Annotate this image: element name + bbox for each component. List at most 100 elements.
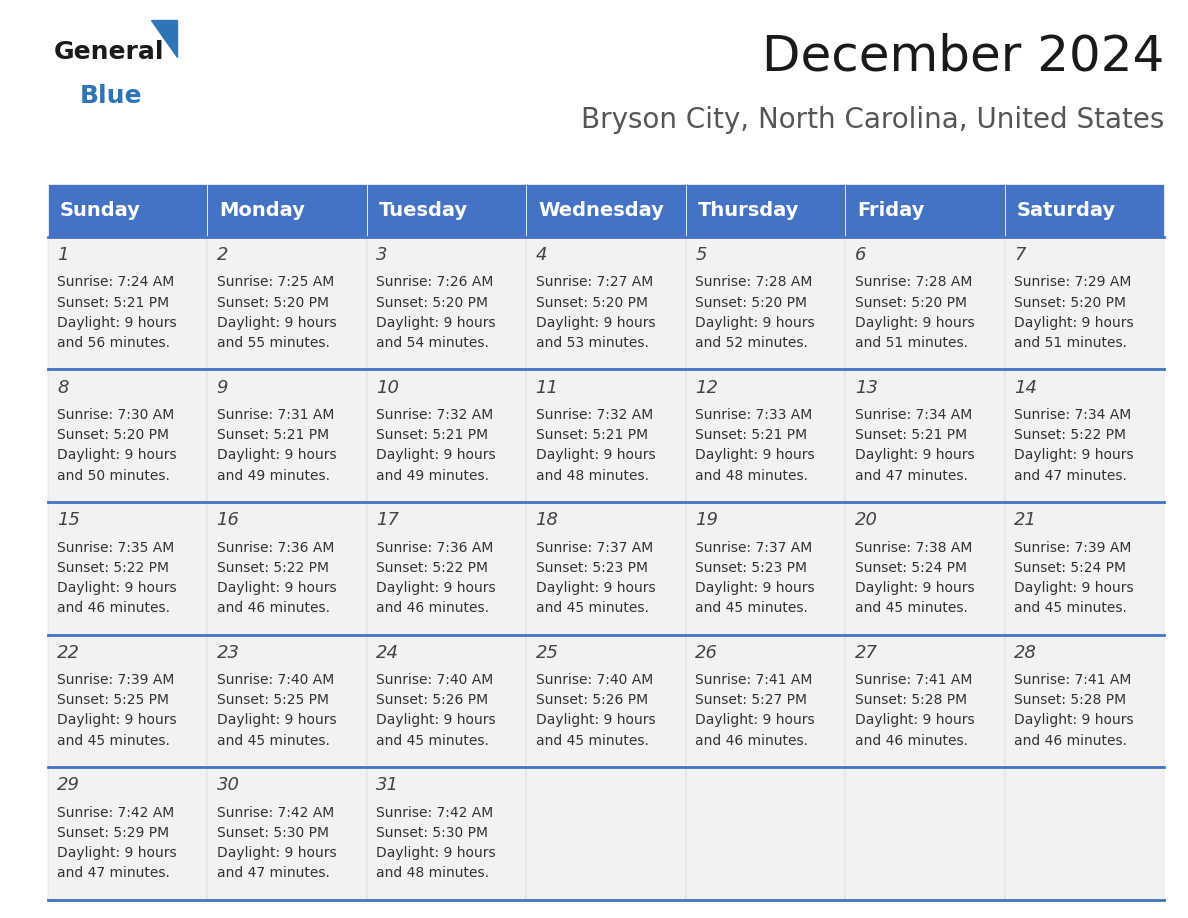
Text: and 46 minutes.: and 46 minutes. (57, 601, 170, 615)
Text: Sunset: 5:25 PM: Sunset: 5:25 PM (57, 693, 169, 707)
Text: and 54 minutes.: and 54 minutes. (377, 336, 489, 350)
Text: Sunset: 5:24 PM: Sunset: 5:24 PM (1015, 561, 1126, 575)
Text: and 46 minutes.: and 46 minutes. (377, 601, 489, 615)
Text: Daylight: 9 hours: Daylight: 9 hours (57, 713, 177, 727)
Text: 24: 24 (377, 644, 399, 662)
Text: Sunrise: 7:37 AM: Sunrise: 7:37 AM (695, 541, 813, 554)
Text: Daylight: 9 hours: Daylight: 9 hours (377, 581, 495, 595)
Text: Daylight: 9 hours: Daylight: 9 hours (377, 713, 495, 727)
Text: 16: 16 (216, 511, 240, 529)
Text: Sunrise: 7:28 AM: Sunrise: 7:28 AM (695, 275, 813, 289)
FancyBboxPatch shape (207, 184, 367, 237)
Text: Sunrise: 7:32 AM: Sunrise: 7:32 AM (536, 408, 653, 422)
Text: Sunrise: 7:34 AM: Sunrise: 7:34 AM (854, 408, 972, 422)
FancyBboxPatch shape (845, 184, 1005, 237)
Text: Sunrise: 7:28 AM: Sunrise: 7:28 AM (854, 275, 972, 289)
FancyBboxPatch shape (367, 237, 526, 369)
Text: Daylight: 9 hours: Daylight: 9 hours (536, 713, 656, 727)
FancyBboxPatch shape (1005, 634, 1164, 767)
FancyBboxPatch shape (1005, 767, 1164, 900)
Text: and 49 minutes.: and 49 minutes. (377, 468, 489, 483)
Text: Sunset: 5:24 PM: Sunset: 5:24 PM (854, 561, 967, 575)
Text: and 51 minutes.: and 51 minutes. (854, 336, 968, 350)
Text: Sunset: 5:20 PM: Sunset: 5:20 PM (1015, 296, 1126, 309)
Text: Daylight: 9 hours: Daylight: 9 hours (1015, 448, 1133, 463)
Text: 31: 31 (377, 777, 399, 794)
Text: Monday: Monday (219, 201, 305, 219)
Text: and 45 minutes.: and 45 minutes. (536, 601, 649, 615)
Text: Thursday: Thursday (697, 201, 798, 219)
Text: and 55 minutes.: and 55 minutes. (216, 336, 329, 350)
Text: and 45 minutes.: and 45 minutes. (536, 733, 649, 747)
Text: Sunrise: 7:24 AM: Sunrise: 7:24 AM (57, 275, 175, 289)
Text: Sunset: 5:20 PM: Sunset: 5:20 PM (536, 296, 647, 309)
Text: Daylight: 9 hours: Daylight: 9 hours (695, 581, 815, 595)
Text: 13: 13 (854, 378, 878, 397)
FancyBboxPatch shape (845, 369, 1005, 502)
Text: Sunset: 5:22 PM: Sunset: 5:22 PM (377, 561, 488, 575)
Text: Sunrise: 7:25 AM: Sunrise: 7:25 AM (216, 275, 334, 289)
Text: 19: 19 (695, 511, 719, 529)
Polygon shape (151, 20, 177, 57)
FancyBboxPatch shape (685, 634, 845, 767)
Text: Daylight: 9 hours: Daylight: 9 hours (536, 448, 656, 463)
Text: and 47 minutes.: and 47 minutes. (57, 867, 170, 880)
Text: 12: 12 (695, 378, 719, 397)
Text: 9: 9 (216, 378, 228, 397)
FancyBboxPatch shape (845, 502, 1005, 634)
Text: 26: 26 (695, 644, 719, 662)
Text: Sunrise: 7:41 AM: Sunrise: 7:41 AM (1015, 673, 1132, 687)
Text: December 2024: December 2024 (762, 32, 1164, 80)
Text: 14: 14 (1015, 378, 1037, 397)
Text: and 48 minutes.: and 48 minutes. (536, 468, 649, 483)
FancyBboxPatch shape (526, 237, 685, 369)
Text: Saturday: Saturday (1017, 201, 1116, 219)
Text: and 45 minutes.: and 45 minutes. (1015, 601, 1127, 615)
Text: Daylight: 9 hours: Daylight: 9 hours (854, 581, 974, 595)
FancyBboxPatch shape (685, 184, 845, 237)
Text: 15: 15 (57, 511, 80, 529)
FancyBboxPatch shape (367, 767, 526, 900)
FancyBboxPatch shape (526, 767, 685, 900)
Text: 3: 3 (377, 246, 387, 264)
Text: Sunset: 5:21 PM: Sunset: 5:21 PM (536, 428, 647, 442)
Text: Daylight: 9 hours: Daylight: 9 hours (695, 448, 815, 463)
Text: Sunset: 5:20 PM: Sunset: 5:20 PM (377, 296, 488, 309)
Text: and 48 minutes.: and 48 minutes. (377, 867, 489, 880)
Text: Sunrise: 7:38 AM: Sunrise: 7:38 AM (854, 541, 972, 554)
Text: Sunrise: 7:41 AM: Sunrise: 7:41 AM (854, 673, 972, 687)
Text: 22: 22 (57, 644, 80, 662)
Text: and 52 minutes.: and 52 minutes. (695, 336, 808, 350)
Text: and 45 minutes.: and 45 minutes. (695, 601, 808, 615)
Text: Daylight: 9 hours: Daylight: 9 hours (216, 448, 336, 463)
Text: Sunrise: 7:40 AM: Sunrise: 7:40 AM (536, 673, 653, 687)
Text: Sunset: 5:27 PM: Sunset: 5:27 PM (695, 693, 807, 707)
FancyBboxPatch shape (207, 634, 367, 767)
Text: Daylight: 9 hours: Daylight: 9 hours (854, 713, 974, 727)
Text: Tuesday: Tuesday (379, 201, 468, 219)
Text: Sunrise: 7:30 AM: Sunrise: 7:30 AM (57, 408, 175, 422)
Text: 1: 1 (57, 246, 69, 264)
Text: Daylight: 9 hours: Daylight: 9 hours (216, 581, 336, 595)
Text: Sunrise: 7:40 AM: Sunrise: 7:40 AM (377, 673, 493, 687)
Text: Sunset: 5:20 PM: Sunset: 5:20 PM (854, 296, 967, 309)
FancyBboxPatch shape (48, 369, 207, 502)
Text: Daylight: 9 hours: Daylight: 9 hours (854, 316, 974, 330)
Text: Sunrise: 7:37 AM: Sunrise: 7:37 AM (536, 541, 653, 554)
Text: Sunrise: 7:39 AM: Sunrise: 7:39 AM (1015, 541, 1132, 554)
Text: 4: 4 (536, 246, 548, 264)
Text: Sunrise: 7:29 AM: Sunrise: 7:29 AM (1015, 275, 1132, 289)
Text: Sunrise: 7:32 AM: Sunrise: 7:32 AM (377, 408, 493, 422)
Text: Daylight: 9 hours: Daylight: 9 hours (57, 581, 177, 595)
Text: Sunrise: 7:33 AM: Sunrise: 7:33 AM (695, 408, 813, 422)
Text: Sunrise: 7:26 AM: Sunrise: 7:26 AM (377, 275, 493, 289)
Text: and 46 minutes.: and 46 minutes. (854, 733, 968, 747)
Text: Sunset: 5:21 PM: Sunset: 5:21 PM (216, 428, 329, 442)
Text: and 45 minutes.: and 45 minutes. (57, 733, 170, 747)
Text: Sunrise: 7:40 AM: Sunrise: 7:40 AM (216, 673, 334, 687)
Text: and 56 minutes.: and 56 minutes. (57, 336, 170, 350)
Text: Sunset: 5:21 PM: Sunset: 5:21 PM (695, 428, 808, 442)
Text: Sunset: 5:21 PM: Sunset: 5:21 PM (57, 296, 169, 309)
Text: Sunday: Sunday (59, 201, 140, 219)
Text: Daylight: 9 hours: Daylight: 9 hours (377, 448, 495, 463)
